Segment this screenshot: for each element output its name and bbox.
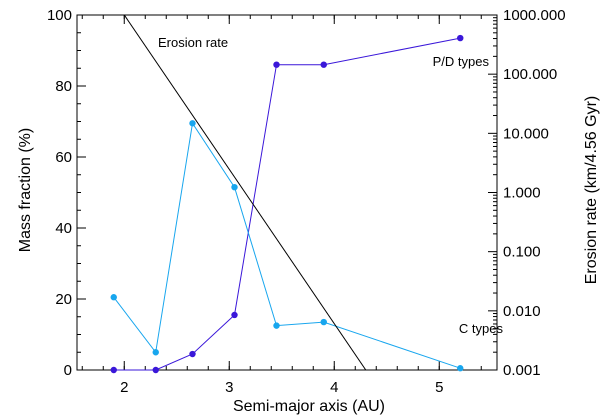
data-point-series-1 (152, 349, 159, 356)
y2-tick-label: 100.000 (503, 66, 557, 83)
data-point-series-0 (152, 366, 159, 374)
y2-tick-label: 0.010 (503, 303, 541, 320)
x-tick-label: 5 (435, 379, 443, 396)
y-tick-label: 40 (55, 220, 72, 237)
y-axis-right-label: Erosion rate (km/4.56 Gyr) (583, 96, 600, 285)
data-point-series-0 (110, 366, 117, 374)
series-label-erosion-rate: Erosion rate (158, 35, 228, 50)
data-point-series-1 (457, 365, 464, 372)
data-point-series-1 (273, 322, 280, 329)
data-point-series-1 (231, 183, 238, 191)
y2-tick-label: 0.100 (503, 244, 541, 261)
x-axis-label: Semi-major axis (AU) (233, 398, 385, 415)
y-tick-label: 0 (64, 362, 72, 379)
data-point-series-1 (189, 120, 196, 127)
y2-tick-label: 0.001 (503, 362, 541, 379)
data-point-series-1 (320, 318, 327, 326)
y-axis-left: 0 20 40 60 80 100 (47, 7, 86, 379)
data-point-series-0 (457, 34, 464, 42)
x-tick-label: 2 (120, 379, 128, 396)
series-line-0 (113, 37, 461, 371)
y2-tick-label: 1.000 (503, 185, 541, 202)
y-axis-right: 0.001 0.010 0.100 1.000 10.000 100.000 1000.00… (488, 7, 566, 379)
y-tick-label: 20 (55, 291, 72, 308)
data-point-series-0 (320, 61, 327, 68)
y-tick-label: 100 (47, 7, 72, 24)
data-point-series-1 (110, 294, 117, 301)
series-label-pd-types: P/D types (433, 54, 490, 69)
y-axis-left-label: Mass fraction (%) (17, 128, 34, 252)
series-line-2 (123, 15, 367, 370)
x-axis: 2 3 4 5 (81, 15, 482, 396)
y-tick-label: 80 (55, 78, 72, 95)
data-point-series-0 (189, 350, 196, 358)
data-point-series-0 (231, 311, 238, 319)
series-label-c-types: C types (459, 321, 504, 336)
y2-tick-label: 1000.000 (503, 7, 566, 24)
x-tick-label: 4 (330, 379, 338, 396)
series-line-1 (113, 121, 461, 369)
y2-tick-label: 10.000 (503, 125, 549, 142)
x-tick-label: 3 (225, 379, 233, 396)
data-point-series-0 (273, 61, 280, 68)
y-tick-label: 60 (55, 149, 72, 166)
series-layer (110, 15, 464, 374)
